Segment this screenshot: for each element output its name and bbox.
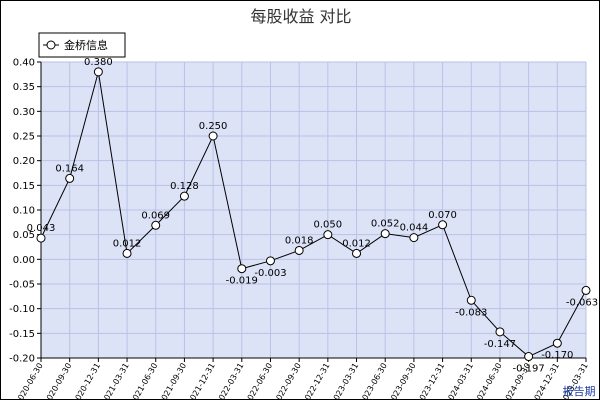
data-point-marker [294, 245, 304, 255]
x-tick-label: 2022-03-31 [214, 362, 245, 400]
x-tick-label: 2024-06-30 [473, 362, 504, 399]
grid-lines [40, 61, 587, 359]
x-tick-label: 2022-09-30 [272, 362, 303, 400]
data-label: 0.012 [342, 238, 371, 249]
data-point-marker [208, 131, 218, 141]
data-point-marker [352, 248, 362, 258]
data-label: 0.018 [285, 235, 314, 246]
data-points [36, 67, 591, 362]
legend: 金桥信息 [38, 32, 126, 58]
x-tick-label: 2021-06-30 [128, 362, 159, 400]
data-label: -0.147 [484, 339, 516, 350]
data-point-marker [36, 233, 46, 243]
y-tick-label: -0.20 [9, 354, 35, 365]
data-point-marker [409, 233, 419, 243]
chart-title: 每股收益 对比 [250, 7, 351, 26]
data-labels: 0.043 0.164 0.380 0.012 0.069 0.128 0.250 -0.01… [27, 57, 598, 375]
x-tick-label: 2020-12-31 [71, 362, 102, 400]
x-tick-label: 2021-09-30 [157, 362, 188, 400]
x-tick-label: 2023-12-31 [415, 362, 446, 400]
data-label: -0.063 [566, 297, 598, 308]
data-point-marker [438, 220, 448, 230]
x-tick-label: 2023-03-31 [329, 362, 360, 400]
x-axis-unit-label: 报告期 [563, 384, 596, 398]
data-label: 0.250 [199, 121, 228, 132]
y-tick-label: 0.00 [13, 255, 35, 266]
x-tick-label: 2023-09-30 [387, 362, 418, 400]
data-point-marker [93, 67, 103, 77]
data-point-marker [265, 256, 275, 266]
data-point-marker [122, 248, 132, 258]
x-axis-ticks: 2020-06-302020-09-302020-12-312021-03-31… [14, 358, 590, 399]
y-tick-label: 0.25 [13, 132, 35, 143]
legend-label: 金桥信息 [64, 38, 108, 52]
y-axis-ticks: 0.40 0.35 0.30 0.25 0.20 0.15 0.10 0.05 0.00 -0.0… [9, 58, 41, 365]
data-label: -0.019 [226, 276, 258, 287]
data-point-marker [151, 220, 161, 230]
x-tick-label: 2023-06-30 [358, 362, 389, 400]
x-tick-label: 2022-06-30 [243, 362, 274, 400]
data-point-marker [495, 327, 505, 337]
y-tick-label: 0.40 [13, 58, 35, 69]
x-tick-label: 2020-09-30 [42, 362, 73, 400]
y-tick-label: 0.05 [13, 230, 35, 241]
data-label: -0.083 [455, 307, 487, 318]
y-tick-label: 0.30 [13, 107, 35, 118]
data-label: 0.070 [428, 210, 457, 221]
x-tick-label: 2021-12-31 [186, 362, 217, 400]
data-point-marker [524, 352, 534, 362]
series-line [40, 71, 587, 358]
data-label: 0.052 [371, 219, 400, 230]
data-point-marker [380, 229, 390, 239]
y-tick-label: 0.35 [13, 82, 35, 93]
data-point-marker [552, 338, 562, 348]
data-point-marker [323, 230, 333, 240]
data-label: 0.012 [113, 238, 142, 249]
y-tick-label: -0.10 [9, 304, 35, 315]
x-tick-label: 2022-12-31 [301, 362, 332, 400]
legend-marker-icon [46, 40, 56, 50]
data-label: -0.003 [254, 268, 286, 279]
data-label: 0.164 [55, 163, 84, 174]
y-tick-label: 0.15 [13, 181, 35, 192]
data-label: -0.197 [513, 364, 545, 375]
data-point-marker [466, 295, 476, 305]
x-tick-label: 2021-03-31 [100, 362, 131, 400]
data-label: 0.380 [84, 57, 113, 68]
data-point-marker [581, 285, 591, 295]
data-label: 0.044 [400, 223, 429, 234]
data-point-marker [237, 264, 247, 274]
data-label: 0.050 [314, 220, 343, 231]
data-label: 0.069 [141, 210, 170, 221]
y-tick-label: 0.10 [13, 206, 35, 217]
y-tick-label: 0.20 [13, 156, 35, 167]
data-point-marker [65, 173, 75, 183]
y-tick-label: -0.15 [9, 329, 35, 340]
x-tick-label: 2024-03-31 [444, 362, 475, 399]
data-label: -0.170 [541, 350, 573, 361]
data-point-marker [179, 191, 189, 201]
y-tick-label: -0.05 [9, 280, 35, 291]
data-label: 0.128 [170, 181, 199, 192]
series-polyline [40, 71, 587, 358]
x-tick-label: 2020-06-30 [14, 362, 45, 400]
data-label: 0.043 [27, 223, 56, 234]
